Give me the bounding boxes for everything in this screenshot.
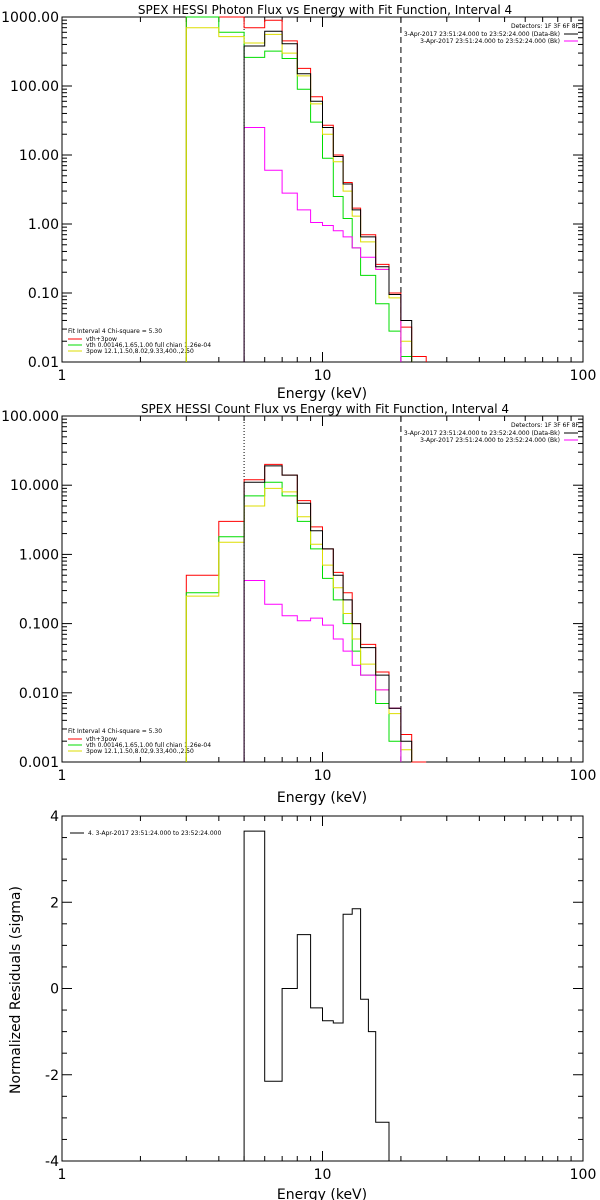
panel1-y-tick-label: 0.01 xyxy=(28,355,59,371)
panel2-legend-top-0: Detectors: 1F 3F 6F 8F xyxy=(511,422,580,429)
panel1-legend-top-1: 3-Apr-2017 23:51:24.000 to 23:52:24.000 … xyxy=(404,31,560,38)
panel3-xlabel: Energy (keV) xyxy=(277,1187,367,1200)
panel1-series-data-bk xyxy=(243,30,413,362)
panel2-title: SPEX HESSI Count Flux vs Energy with Fit… xyxy=(141,402,509,416)
panel2-y-tick-label: 100.000 xyxy=(1,409,59,425)
panel1-y-tick-label: 1.00 xyxy=(28,217,59,233)
panel1-legend-top-2: 3-Apr-2017 23:51:24.000 to 23:52:24.000 … xyxy=(420,38,560,45)
panel2-y-tick-label: 1.000 xyxy=(19,547,59,563)
panel2-series-3pow xyxy=(185,487,413,762)
count-flux-panel: SPEX HESSI Count Flux vs Energy with Fit… xyxy=(61,402,584,806)
panel2-legend-bottom-0: Fit Interval 4 Chi-square = 5.30 xyxy=(68,728,162,735)
panel2-frame xyxy=(61,415,584,763)
panel3-frame xyxy=(61,815,584,1162)
panel3-x-tick-label: 1 xyxy=(58,1167,67,1183)
panel3-marks: 1 10 100 -4 -2 0 2 4 xyxy=(45,809,596,1183)
panel2-y-tick-label: 0.001 xyxy=(19,755,59,771)
panel2-y-tick-label: 0.010 xyxy=(19,686,59,702)
panel1-legend-bottom-1: vth+3pow xyxy=(86,336,117,343)
panel3-ylabel: Normalized Residuals (sigma) xyxy=(8,886,24,1094)
panel3-x-tick-label: 10 xyxy=(314,1167,332,1183)
panel2-series-bk xyxy=(243,580,402,762)
panel2-x-tick-label: 100 xyxy=(570,768,597,784)
panel1-series-vth xyxy=(185,16,413,362)
residuals-panel: 4. 3-Apr-2017 23:51:24.000 to 23:52:24.0… xyxy=(8,815,584,1200)
panel3-y-tick-label: 0 xyxy=(50,982,59,998)
panel2-y-tick-label: 10.000 xyxy=(10,478,59,494)
panel3-y-tick-label: 2 xyxy=(50,895,59,911)
panel1-series-vth-3pow xyxy=(185,16,427,362)
photon-flux-panel: SPEX HESSI Photon Flux vs Energy with Fi… xyxy=(61,3,584,402)
panel2-legend-bottom-2: vth 0.00146,1.65,1.00 full chian 1.26e-0… xyxy=(86,742,211,749)
panel1-xlabel: Energy (keV) xyxy=(277,386,367,402)
panel3-y-tick-label: -2 xyxy=(45,1068,59,1084)
panel1-title: SPEX HESSI Photon Flux vs Energy with Fi… xyxy=(138,3,512,17)
panel1-series-3pow xyxy=(185,27,413,362)
panel1-y-tick-label: 1000.00 xyxy=(1,10,59,26)
panel3-x-tick-label: 100 xyxy=(570,1167,597,1183)
panel1-legend-bottom-2: vth 0.00146,1.65,1.00 full chian 1.26e-0… xyxy=(86,342,211,349)
panel1-legend-top-0: Detectors: 1F 3F 6F 8F xyxy=(511,23,580,30)
panel2-legend-bottom-1: vth+3pow xyxy=(86,736,117,743)
panel1-marks: 1 10 100 0.01 0.10 1.00 10.00 100.00 1000.00 xyxy=(1,10,596,384)
panel1-x-tick-label: 1 xyxy=(58,368,67,384)
panel2-x-tick-label: 10 xyxy=(314,768,332,784)
panel3-y-tick-label: 4 xyxy=(50,809,59,825)
panel1-legend-bottom-0: Fit Interval 4 Chi-square = 5.30 xyxy=(68,328,162,335)
panel3-legend: 4. 3-Apr-2017 23:51:24.000 to 23:52:24.0… xyxy=(88,830,221,837)
panel1-series-bk xyxy=(243,127,402,362)
panel1-x-tick-label: 10 xyxy=(314,368,332,384)
panel3-series-residuals xyxy=(243,830,401,1162)
panel1-y-tick-label: 10.00 xyxy=(19,148,59,164)
panel3-y-tick-label: -4 xyxy=(45,1154,59,1170)
panel1-legend-bottom-3: 3pow 12.1,1.50,8.02,9.33,400.,2.50 xyxy=(86,348,194,355)
panel2-legend-top-1: 3-Apr-2017 23:51:24.000 to 23:52:24.000 … xyxy=(404,430,560,437)
panel1-y-tick-label: 100.00 xyxy=(10,79,59,95)
panel1-x-tick-label: 100 xyxy=(570,368,597,384)
panel2-marks: 1 10 100 0.001 0.010 0.100 1.000 10.000 100.000 xyxy=(1,409,596,784)
panel1-y-tick-label: 0.10 xyxy=(28,286,59,302)
panel2-y-tick-label: 0.100 xyxy=(19,617,59,633)
panel2-xlabel: Energy (keV) xyxy=(277,790,367,806)
panel2-legend-bottom-3: 3pow 12.1,1.50,8.02,9.33,400.,2.50 xyxy=(86,748,194,755)
panel2-legend-top-2: 3-Apr-2017 23:51:24.000 to 23:52:24.000 … xyxy=(420,437,560,444)
panel2-x-tick-label: 1 xyxy=(58,768,67,784)
panel2-series-vth-3pow xyxy=(185,463,427,763)
panel2-series-data-bk xyxy=(243,465,413,762)
panel1-frame xyxy=(61,16,584,363)
